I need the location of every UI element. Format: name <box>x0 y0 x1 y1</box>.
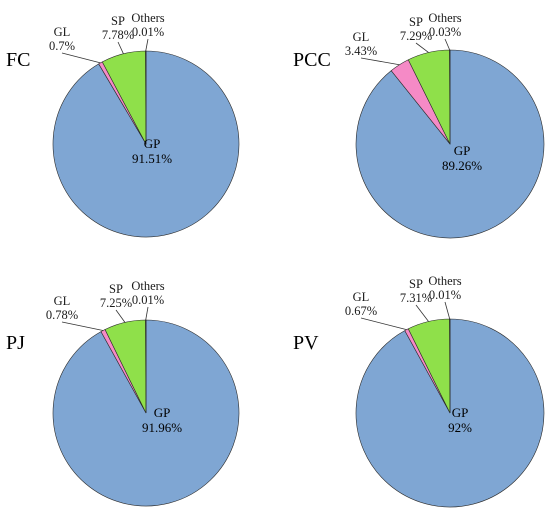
slice-value-sp: 7.29% <box>400 29 432 43</box>
leader-line-gl <box>61 321 104 331</box>
slice-name-sp: SP <box>109 282 123 296</box>
leader-line-gl <box>360 57 400 66</box>
slice-value-gl: 0.67% <box>345 304 377 318</box>
slice-name-gl: GL <box>353 290 370 304</box>
slice-name-gp: GP <box>452 405 469 420</box>
slice-name-sp: SP <box>409 277 423 291</box>
leader-line-gl <box>360 317 407 331</box>
slice-value-gl: 0.7% <box>49 39 75 53</box>
slice-name-sp: SP <box>111 14 125 28</box>
slice-name-gp: GP <box>154 405 171 420</box>
slice-name-gp: GP <box>144 136 161 151</box>
panel-title: FC <box>6 49 30 71</box>
slice-name-gp: GP <box>454 143 471 158</box>
slice-value-gl: 3.43% <box>345 44 377 58</box>
panel-title: PV <box>293 332 319 354</box>
panel-title: PJ <box>6 332 25 354</box>
slice-name-gl: GL <box>54 25 71 39</box>
slice-value-gp: 91.51% <box>132 151 172 166</box>
panel-title: PCC <box>293 49 331 71</box>
slice-name-gl: GL <box>54 294 71 308</box>
leader-line-sp <box>415 304 429 322</box>
slice-value-others: 0.01% <box>132 293 164 307</box>
leader-line-others <box>444 301 451 320</box>
slice-name-gl: GL <box>353 30 370 44</box>
slice-value-others: 0.03% <box>429 25 461 39</box>
slice-value-sp: 7.25% <box>100 296 132 310</box>
slice-name-sp: SP <box>409 15 423 29</box>
slice-name-others: Others <box>428 11 461 25</box>
slice-name-others: Others <box>131 279 164 293</box>
slice-name-others: Others <box>131 11 164 25</box>
slice-value-gp: 92% <box>448 420 472 435</box>
leader-line-others <box>444 38 451 51</box>
leader-line-gl <box>61 52 101 64</box>
slice-value-sp: 7.31% <box>400 291 432 305</box>
slice-value-gp: 91.96% <box>142 420 182 435</box>
slice-value-others: 0.01% <box>429 288 461 302</box>
leader-line-others <box>145 306 149 321</box>
leader-line-sp <box>115 309 126 323</box>
slice-name-others: Others <box>428 274 461 288</box>
slice-value-sp: 7.78% <box>102 28 134 42</box>
slice-value-others: 0.01% <box>132 25 164 39</box>
slice-value-gl: 0.78% <box>46 308 78 322</box>
leader-line-others <box>145 38 149 52</box>
leader-line-sp <box>415 42 429 53</box>
leader-line-sp <box>117 41 124 54</box>
slice-value-gp: 89.26% <box>442 158 482 173</box>
